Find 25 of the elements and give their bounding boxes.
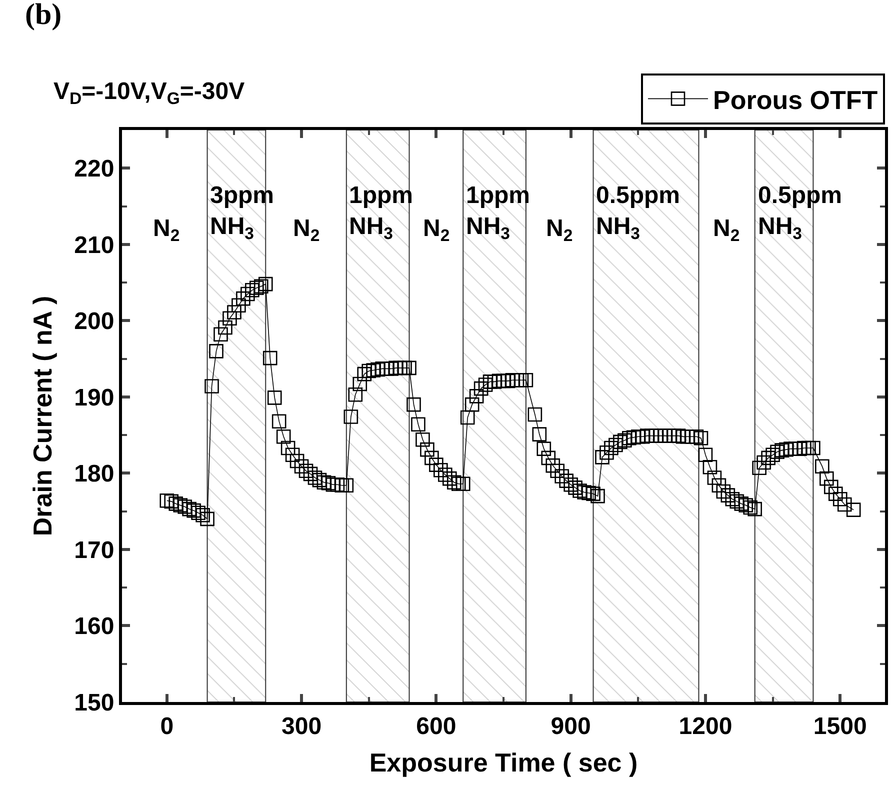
band-label: 0.5ppm NH$_{3}$ [596,182,680,244]
y-tick-label: 190 [74,384,114,412]
x-tick-label: 600 [416,712,456,740]
annotation: N$_{2}$ [423,215,450,246]
x-tick-label: 300 [282,712,322,740]
x-axis-title: Exposure Time ( sec ) [369,748,638,778]
annotation: N$_{2}$ [713,215,740,246]
y-tick-label: 150 [74,689,114,716]
text: (b) [25,0,62,31]
y-tick-label: 170 [74,536,114,564]
y-tick-label: 180 [74,460,114,488]
y-tick-label: 200 [74,308,114,336]
x-tick-label: 0 [160,712,174,740]
y-axis-title: Drain Current ( nA ) [28,296,58,536]
x-tick-label: 900 [550,712,591,740]
x-tick-label: 1200 [678,712,732,740]
x-tick-label: 1500 [813,712,867,740]
legend-label: Porous OTFT [713,84,878,115]
y-tick-label: 210 [74,232,114,259]
y-tick-label: 220 [74,156,114,183]
annotation: N$_{2}$ [546,215,573,246]
chart-title: V$_{D}$=-10V,V$_{G}$=-30V [54,78,245,108]
y-tick-label: 160 [74,613,114,640]
annotation: N$_{2}$ [153,215,180,246]
annotation: N$_{2}$ [293,215,320,246]
